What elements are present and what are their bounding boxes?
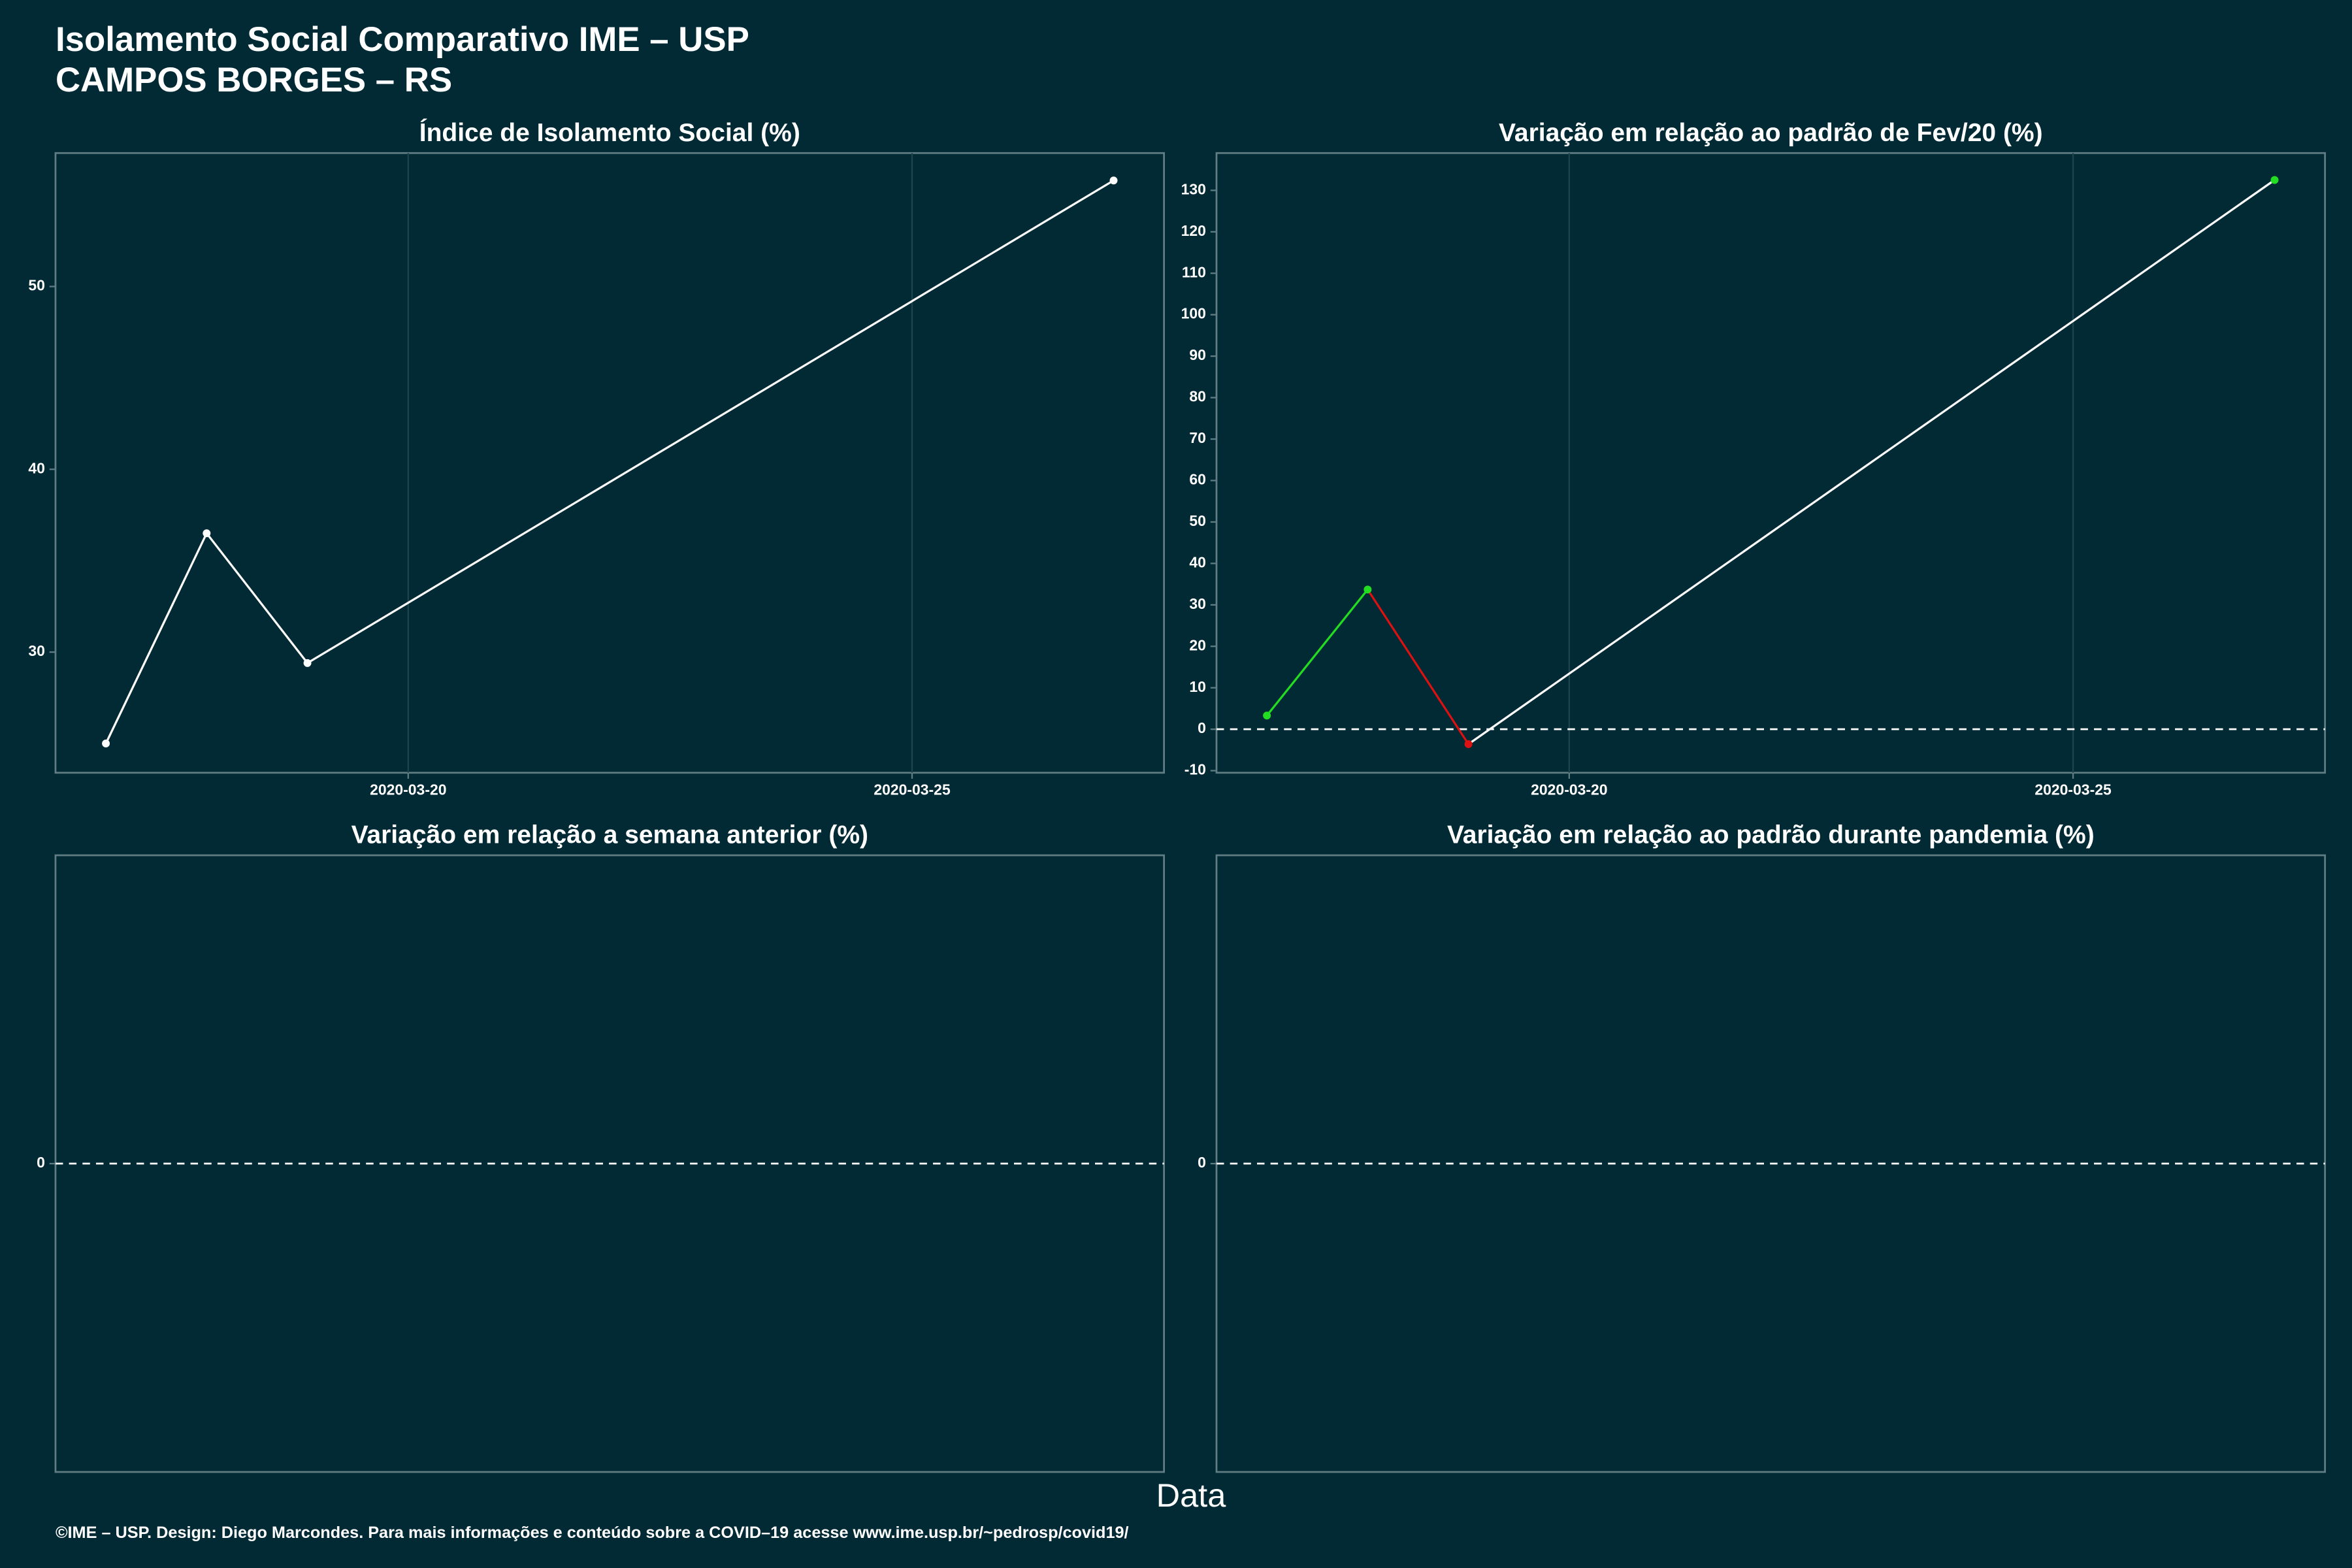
point bbox=[102, 740, 110, 747]
y-tick-label: 130 bbox=[1181, 180, 1206, 197]
y-tick-label: 20 bbox=[1189, 636, 1206, 653]
chart-subtitle: CAMPOS BORGES – RS bbox=[56, 61, 452, 99]
panel-title: Variação em relação ao padrão de Fev/20 … bbox=[1499, 119, 2043, 147]
x-tick-label: 2020-03-20 bbox=[1531, 781, 1607, 798]
y-tick-label: 40 bbox=[1189, 553, 1206, 570]
point bbox=[1464, 740, 1473, 748]
panel-title: Variação em relação a semana anterior (%… bbox=[351, 821, 868, 849]
y-tick-label: 100 bbox=[1181, 305, 1206, 322]
chart-title: Isolamento Social Comparativo IME – USP bbox=[56, 20, 749, 59]
y-tick-label: 0 bbox=[1198, 719, 1206, 736]
y-tick-label: -10 bbox=[1184, 761, 1206, 778]
y-tick-label: 50 bbox=[1189, 512, 1206, 529]
x-tick-label: 2020-03-25 bbox=[2034, 781, 2112, 798]
y-tick-label: 70 bbox=[1189, 429, 1206, 446]
point bbox=[2270, 176, 2279, 184]
y-tick-label: 60 bbox=[1189, 471, 1206, 488]
line bbox=[105, 179, 1115, 744]
y-tick-label: 80 bbox=[1189, 388, 1206, 405]
point bbox=[1109, 176, 1118, 185]
panel-title: Índice de Isolamento Social (%) bbox=[419, 118, 800, 147]
y-tick-label: 110 bbox=[1182, 263, 1206, 280]
line-segment bbox=[1367, 589, 1469, 745]
y-tick-label: 40 bbox=[28, 459, 45, 476]
y-tick-label: 90 bbox=[1189, 346, 1206, 363]
y-tick-label: 30 bbox=[1189, 595, 1206, 612]
line-segment bbox=[1266, 589, 1369, 717]
plot-area bbox=[1215, 152, 2327, 774]
point bbox=[203, 529, 211, 538]
y-tick-label: 50 bbox=[28, 277, 45, 294]
y-tick-label: 30 bbox=[28, 642, 45, 659]
y-tick-label: 0 bbox=[1198, 1154, 1206, 1171]
plot-area bbox=[54, 152, 1166, 774]
y-tick-label: 0 bbox=[37, 1154, 45, 1171]
footer: ©IME – USP. Design: Diego Marcondes. Par… bbox=[56, 1524, 1129, 1542]
point bbox=[303, 659, 312, 667]
point bbox=[1364, 585, 1372, 594]
y-tick-label: 120 bbox=[1181, 222, 1206, 239]
x-tick-label: 2020-03-20 bbox=[370, 781, 446, 798]
line-segment bbox=[1467, 179, 2276, 745]
panel-title: Variação em relação ao padrão durante pa… bbox=[1447, 821, 2095, 849]
point bbox=[1263, 711, 1271, 720]
x-tick-label: 2020-03-25 bbox=[874, 781, 951, 798]
y-tick-label: 10 bbox=[1189, 678, 1206, 695]
x-axis-label: Data bbox=[1156, 1477, 1227, 1514]
